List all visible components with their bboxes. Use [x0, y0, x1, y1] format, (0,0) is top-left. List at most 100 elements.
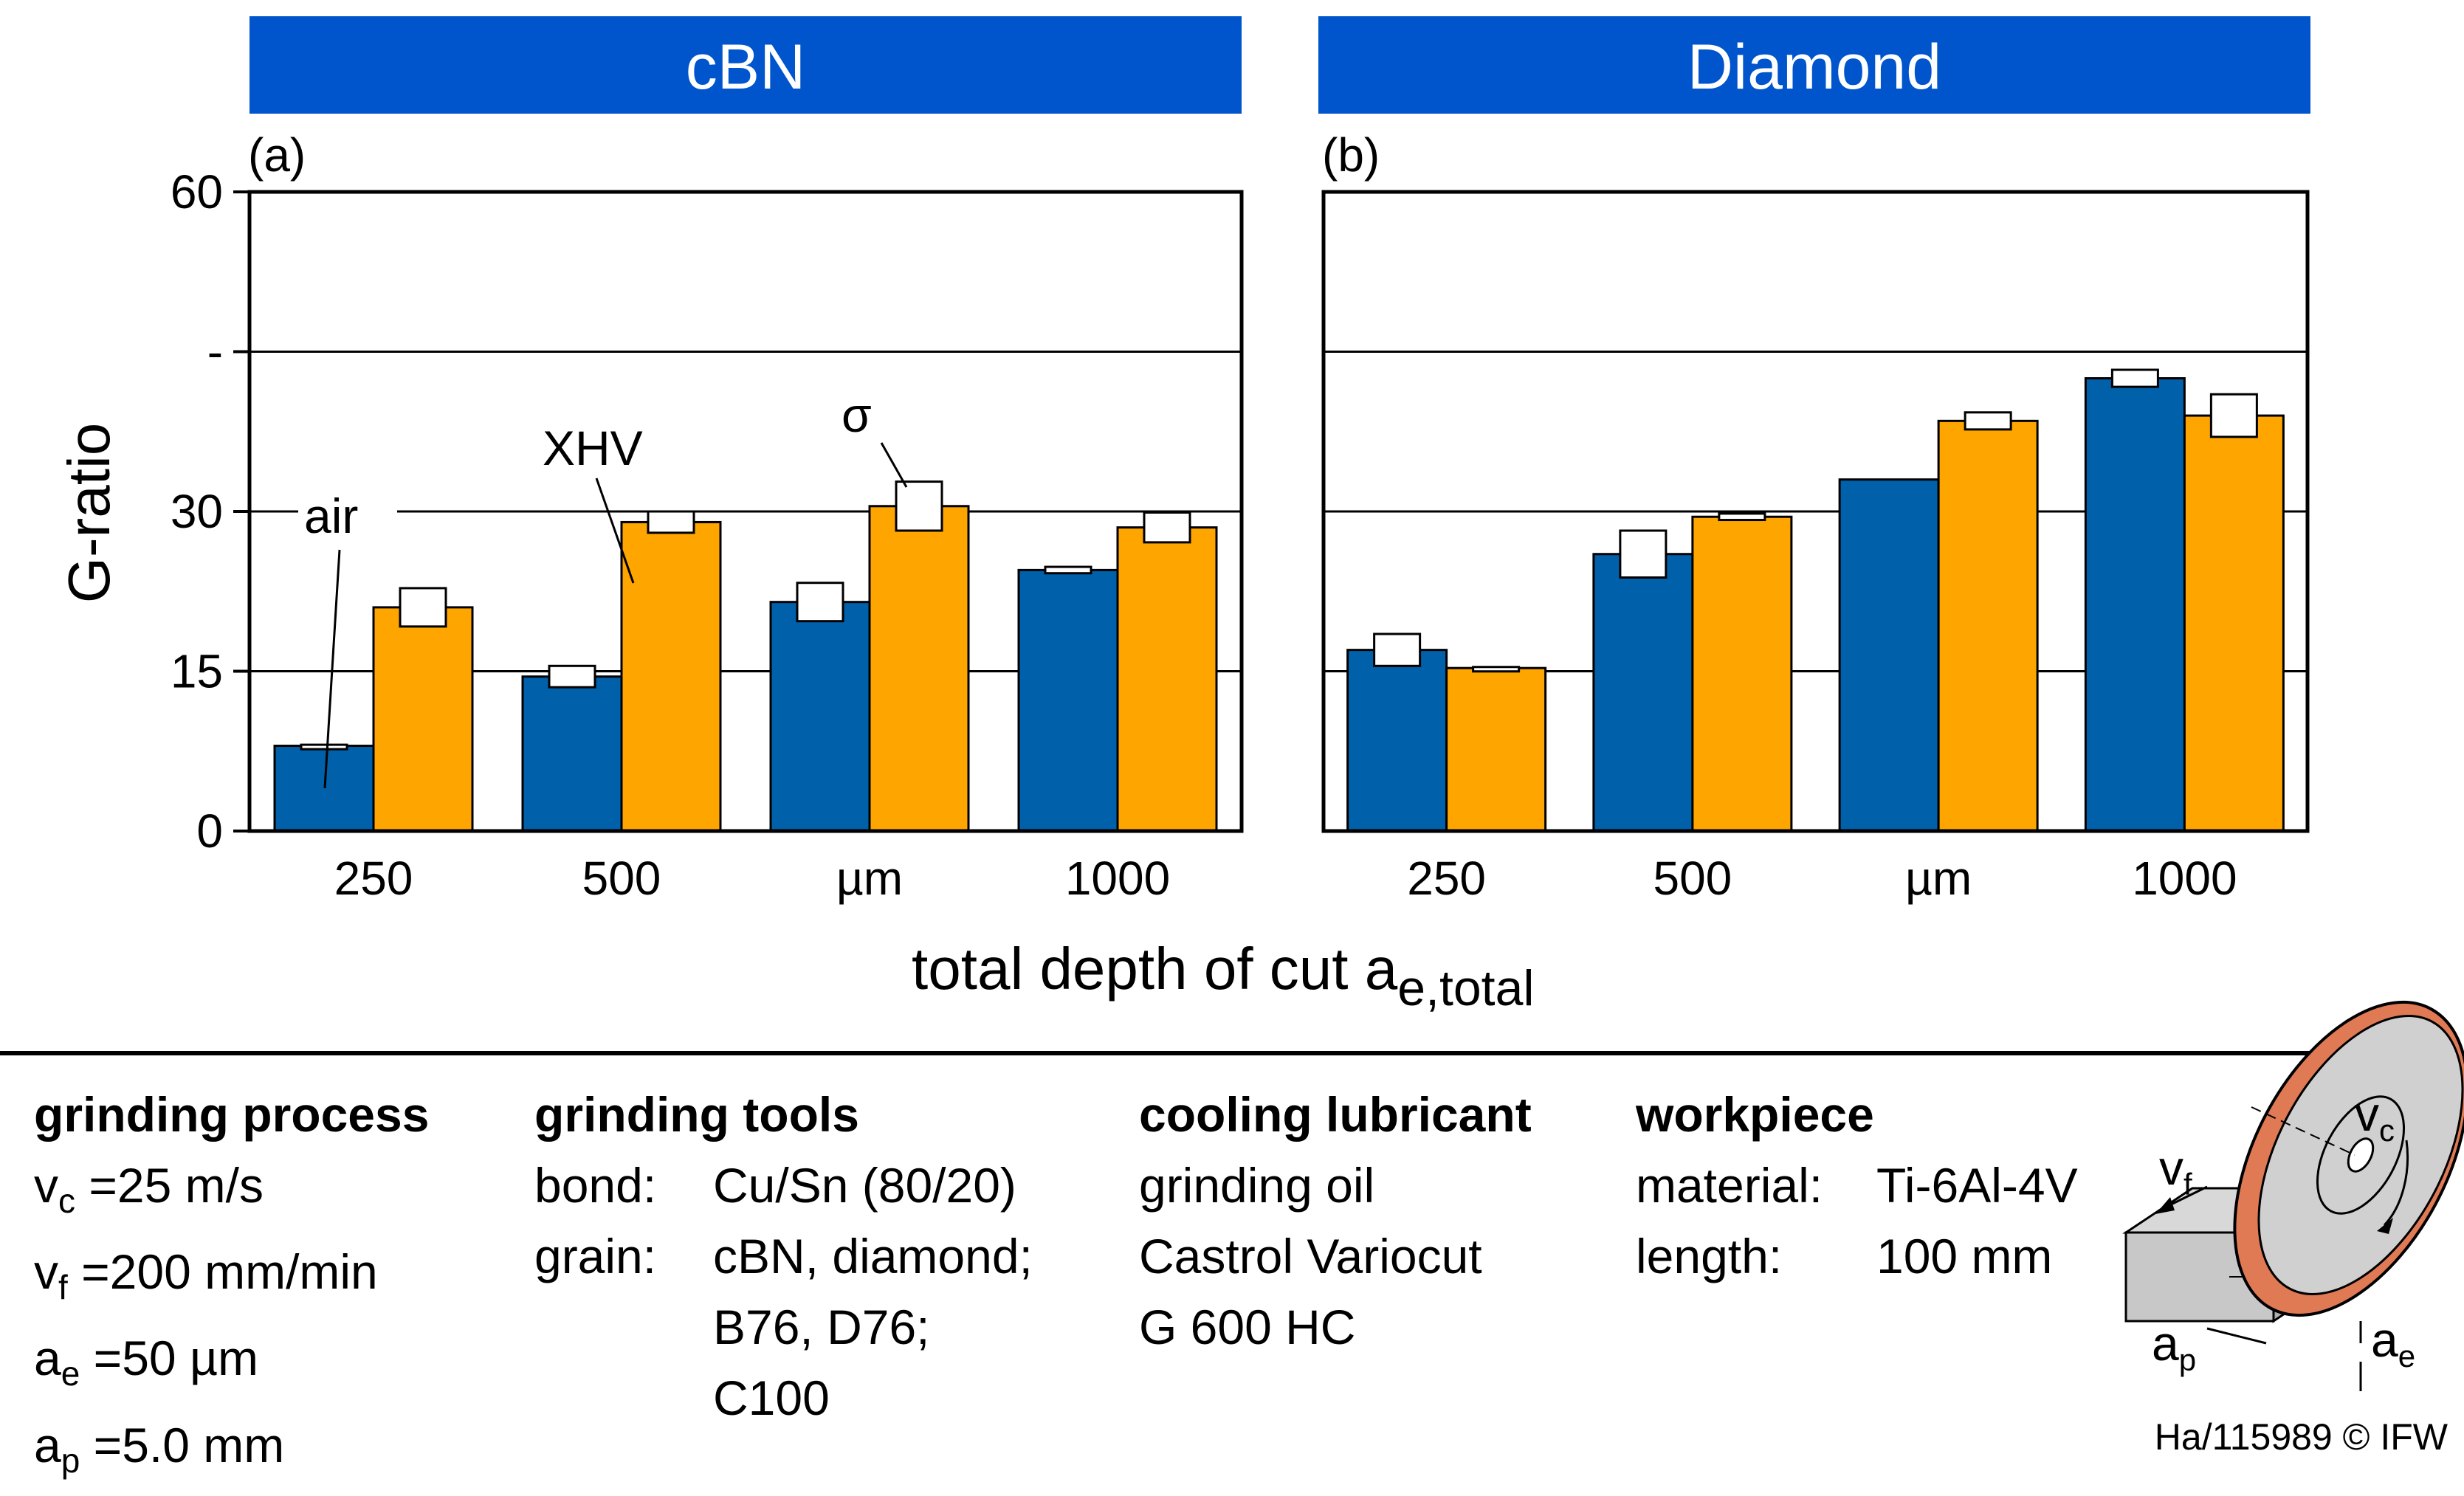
header-diamond-bar: [1318, 16, 2310, 114]
process-row-symbol: v: [34, 1158, 58, 1213]
x-tick-label: 250: [334, 852, 413, 905]
bar-air: [769, 601, 871, 833]
tools-table: bond: Cu/Sn (80/20) grain: cBN, diamond; B…: [534, 1150, 1033, 1433]
chart-panel-diamond: 250 500 µm 1000 (b): [1321, 128, 2310, 905]
process-row: vf =200 mm/min: [34, 1236, 429, 1323]
error-box: [2209, 393, 2258, 438]
process-row-value: =5.0 mm: [80, 1417, 285, 1472]
process-row-value: =50 µm: [80, 1331, 258, 1386]
process-row: vc =25 m/s: [34, 1150, 429, 1236]
grain-line-1: cBN, diamond;: [713, 1229, 1033, 1283]
process-row-value: =25 m/s: [75, 1158, 264, 1213]
bar-air: [2084, 377, 2186, 833]
x-axis-label-main: total depth of cut a: [912, 936, 1398, 1002]
bar-air: [1838, 478, 1940, 833]
grain-label: grain:: [534, 1229, 657, 1283]
error-box: [647, 510, 695, 534]
error-box: [1718, 512, 1766, 522]
x-tick-label: 500: [1653, 852, 1732, 905]
error-box: [399, 587, 447, 628]
bar-air: [1017, 568, 1119, 833]
annotation-sigma-leader: [880, 442, 908, 488]
chart-panel-cbn: 250 500 µm 1000 (a) 0 15 30 - 60 air XHV σ: [171, 128, 1244, 905]
vf-arrow-line: [2166, 1185, 2208, 1208]
x-tick-label: 500: [582, 852, 661, 905]
bar-xhv: [1937, 419, 2039, 833]
process-row-subscript: e: [61, 1354, 80, 1393]
credit-text: Ha/115989 © IFW: [2154, 1416, 2448, 1458]
header-cbn-text: cBN: [686, 32, 805, 103]
error-box: [1472, 666, 1521, 673]
process-row: ap =5.0 mm: [34, 1410, 429, 1496]
annotation-air-background: [298, 472, 397, 554]
process-row-subscript: c: [58, 1182, 75, 1221]
grinding-diagram: vc vf ap ae: [2122, 1000, 2464, 1391]
x-axis-label: total depth of cut ae,total: [912, 936, 1535, 1016]
grain-line-3: C100: [713, 1371, 830, 1425]
process-row-value: =200 mm/min: [67, 1244, 378, 1300]
coolant-info: cooling lubricant grinding oil Castrol V…: [1139, 1079, 1532, 1362]
annotation-air-leader: [323, 549, 341, 789]
y-tick-label: 30: [171, 485, 223, 538]
workpiece-heading: workpiece: [1636, 1087, 1874, 1142]
process-rows: vc =25 m/s vf =200 mm/min ae =50 µm ap =5.0…: [34, 1150, 429, 1496]
process-row-subscript: p: [61, 1441, 80, 1480]
vf-arrowhead: [2155, 1197, 2175, 1214]
grain-line-2: B76, D76;: [713, 1300, 930, 1354]
error-box: [1044, 565, 1092, 575]
panel-label: (a): [248, 128, 306, 182]
ap-arrow-line: [2206, 1327, 2267, 1345]
bar-xhv: [868, 505, 970, 833]
x-axis-label-sub: e,total: [1397, 960, 1534, 1016]
process-info: grinding process vc =25 m/s vf =200 mm/mi…: [34, 1079, 429, 1496]
bar-air: [273, 745, 375, 833]
process-row-subscript: f: [58, 1268, 68, 1307]
coolant-line-2: Castrol Variocut: [1139, 1229, 1482, 1283]
y-axis-label: G-ratio: [56, 423, 122, 604]
x-tick-label: µm: [836, 852, 903, 905]
bond-label: bond:: [534, 1158, 657, 1213]
process-heading: grinding process: [34, 1087, 430, 1142]
error-box: [2110, 368, 2159, 388]
wheel-axis-line: [2251, 1106, 2355, 1156]
vc-label: vc: [2355, 1086, 2395, 1148]
vf-label: vf: [2159, 1140, 2192, 1202]
wheel-hub: [2347, 1137, 2375, 1173]
bar-xhv: [620, 520, 722, 833]
y-tick-label: 15: [171, 645, 223, 698]
panel-label: (b): [1322, 128, 1380, 182]
bar-xhv: [1691, 515, 1793, 833]
length-value: 100 mm: [1876, 1229, 2053, 1283]
process-row-symbol: a: [34, 1331, 61, 1386]
process-row: ae =50 µm: [34, 1323, 429, 1409]
workpiece-info: workpiece material: Ti-6Al-4V length: 100 …: [1636, 1079, 2078, 1292]
material-label: material:: [1636, 1158, 1823, 1213]
tools-heading: grinding tools: [534, 1087, 859, 1142]
x-tick-label: 1000: [2132, 852, 2237, 905]
process-row-symbol: a: [34, 1417, 61, 1472]
coolant-heading: cooling lubricant: [1139, 1087, 1532, 1142]
coolant-line-3: G 600 HC: [1139, 1300, 1356, 1354]
x-tick-label: 250: [1407, 852, 1486, 905]
header-diamond-text: Diamond: [1687, 32, 1941, 103]
error-box: [796, 582, 844, 623]
bar-xhv: [2183, 414, 2285, 833]
error-box: [300, 743, 348, 751]
error-box: [1964, 411, 2012, 431]
material-value: Ti-6Al-4V: [1876, 1158, 2078, 1213]
header-cbn-bar: [250, 16, 1242, 114]
error-box: [1143, 511, 1191, 544]
annotation-sigma: σ: [842, 387, 872, 442]
ap-label: ap: [2152, 1316, 2196, 1377]
bar-xhv: [1445, 666, 1547, 833]
bar-air: [1346, 649, 1448, 833]
annotation-xhv-leader: [595, 478, 635, 584]
x-tick-label: µm: [1905, 852, 1972, 905]
bar-air: [521, 675, 623, 833]
x-tick-label: 1000: [1065, 852, 1170, 905]
bar-air: [1592, 553, 1694, 833]
error-box: [548, 664, 596, 689]
bar-xhv: [1116, 526, 1218, 833]
y-tick-label: 60: [171, 165, 223, 218]
